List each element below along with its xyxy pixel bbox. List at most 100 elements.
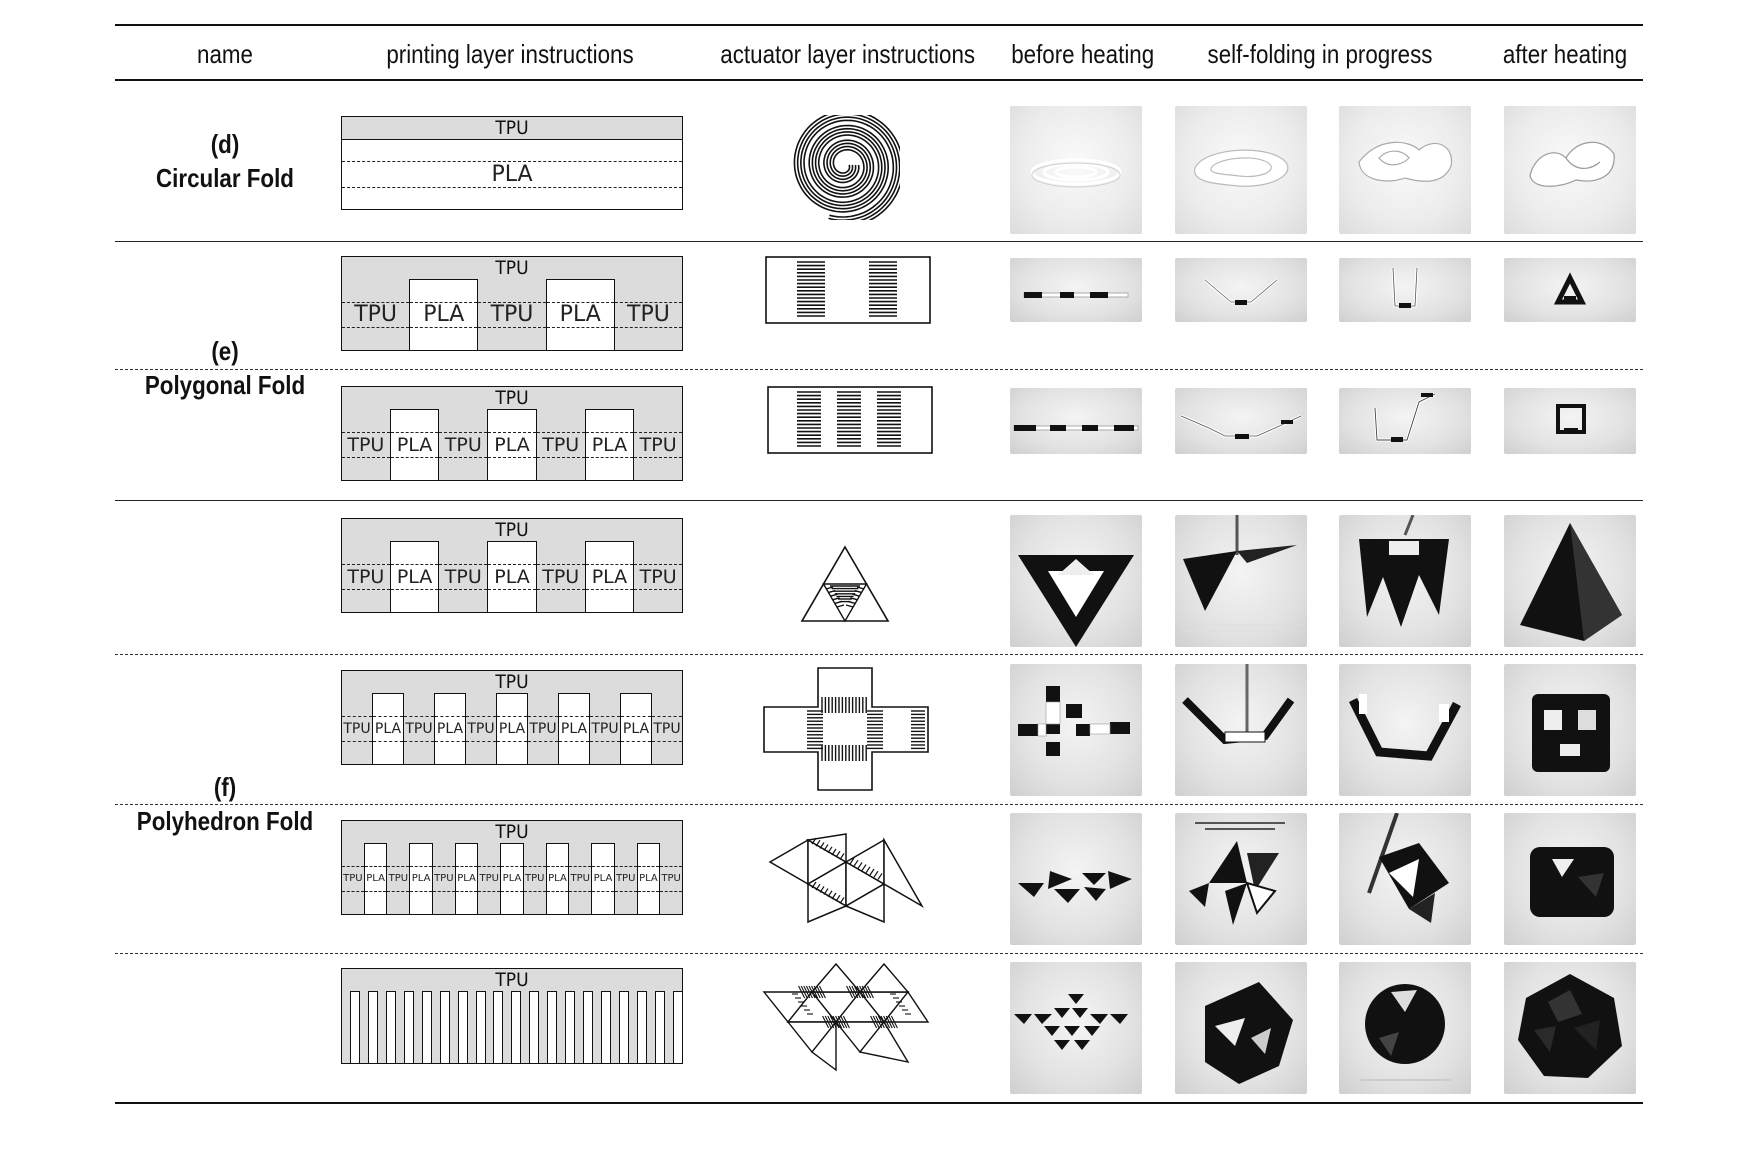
layer-cell-pla: PLA [501,843,524,914]
header-before: before heating [1011,39,1155,69]
layer-cell-narrow [548,991,558,1063]
layer-cell-tpu: TPU [634,541,683,612]
layer-cell-narrow [664,991,674,1063]
photo-circular-progress-1 [1175,106,1307,234]
row-d-label: (d) [210,129,240,159]
printing-diagram-cube: TPU TPU PLA TPU PLA TPU PLA TPU PLA TPU PLA TPU [341,670,683,765]
layer-cell-narrow [620,991,629,1063]
layer-cell-tpu: TPU [432,843,456,914]
printing-diagram-tetrahedron: TPU TPU PLA TPU PLA TPU PLA TPU [341,518,683,613]
layer-cell-narrow [441,991,450,1063]
layer-label-tpu: TPU [342,387,682,410]
row-d-title: Circular Fold [156,163,294,193]
photo-tetrahedron-after [1504,515,1636,647]
cells-f-a: TPU PLA TPU PLA TPU PLA TPU [342,541,683,612]
row-f-label: (f) [213,772,237,802]
row-f-divider-1 [115,654,1643,655]
photo-circular-before [1010,106,1142,234]
layer-cell-pla: PLA [410,843,433,914]
layer-cell-narrow [459,991,468,1063]
row-d-bottom-rule [115,241,1643,242]
layer-cell-tpu: TPU [523,843,547,914]
row-e-bottom-rule [115,500,1643,501]
layer-cell-narrow [351,991,360,1063]
layer-cell-tpu: TPU [342,409,391,480]
layer-label-tpu: TPU [342,821,682,844]
printing-diagram-polygonal-2: TPU TPU PLA TPU PLA TPU PLA TPU [341,386,683,481]
layer-cell-narrow [629,991,638,1063]
photo-polygonal-1-progress-1 [1175,258,1307,322]
header-progress: self-folding in progress [1207,39,1433,69]
spiral-actuator-icon [793,115,900,220]
photo-octahedron-progress-1 [1175,813,1307,945]
row-f-name: (f) Polyhedron Fold [135,770,316,838]
header-bottom-rule [115,79,1643,81]
layer-cell-narrow [584,991,594,1063]
layer-cell-tpu: TPU [614,279,683,350]
printing-diagram-circular: TPU PLA [341,116,683,210]
layer-cell-pla: PLA [390,541,440,612]
layer-cell-pla: PLA [585,541,635,612]
layer-cell-narrow [521,991,531,1063]
layer-cell-narrow [611,991,621,1063]
layer-cell-tpu: TPU [536,541,586,612]
row-d-name: (d) Circular Fold [135,127,316,195]
row-f-divider-2 [115,804,1643,805]
layer-cell-tpu: TPU [478,843,502,914]
layer-cell-tpu: TPU [590,693,621,764]
layer-cell-narrow [494,991,504,1063]
layer-cell-tpu: TPU [342,693,373,764]
layer-cell-narrow [557,991,567,1063]
layer-cell-narrow [674,991,682,1063]
photo-icosahedron-progress-1 [1175,962,1307,1094]
header-printing: printing layer instructions [386,39,634,69]
layer-cell-narrow [395,991,405,1063]
photo-icosahedron-after [1504,962,1636,1094]
layer-cell-narrow [485,991,495,1063]
layer-cell-narrow [342,991,351,1063]
layer-cell-narrow [423,991,432,1063]
layer-cell-pla: PLA [546,843,570,914]
layer-label-tpu: TPU [342,969,682,992]
layer-label-tpu: TPU [342,257,682,280]
layer-cell-narrow [477,991,486,1063]
layer-cell-tpu: TPU [466,693,497,764]
layer-cell-pla: PLA [390,409,440,480]
layer-cell-narrow [530,991,540,1063]
row-e-name: (e) Polygonal Fold [135,334,316,402]
layer-cell-narrow [593,991,603,1063]
photo-polygonal-1-before [1010,258,1142,322]
photo-octahedron-progress-2 [1339,813,1471,945]
layer-cell-pla: PLA [559,693,590,764]
layer-label-tpu: TPU [342,671,682,694]
cells-f-b: TPU PLA TPU PLA TPU PLA TPU PLA TPU PLA TPU [342,693,682,764]
photo-polygonal-2-progress-2 [1339,388,1471,454]
table-bottom-rule [115,1102,1643,1104]
layer-cell-narrow [467,991,477,1063]
header-after: after heating [1502,39,1628,69]
layer-cell-pla: PLA [373,693,404,764]
layer-cell-pla: PLA [364,843,388,914]
layer-cell-narrow [503,991,513,1063]
layer-cell-narrow [512,991,522,1063]
layer-label-tpu: TPU [342,117,682,140]
layer-cell-pla: PLA [410,279,479,350]
strip-actuator-icon [765,256,931,324]
layer-cell-pla: PLA [621,693,652,764]
layer-cell-narrow [405,991,414,1063]
layer-cell-narrow [539,991,549,1063]
octahedron-net-icon [768,833,924,924]
layer-cell-pla: PLA [592,843,615,914]
layer-cell-narrow [656,991,665,1063]
photo-circular-progress-2 [1339,106,1471,234]
cells-e-a: TPU PLA TPU PLA TPU [342,279,683,350]
layer-cell-narrow [369,991,378,1063]
photo-octahedron-before [1010,813,1142,945]
layer-cell-pla: PLA [497,693,528,764]
layer-cell-pla: PLA [637,843,661,914]
layer-cell-tpu: TPU [652,693,682,764]
strip-actuator-icon [767,386,933,454]
triangle-net-icon [800,545,890,623]
row-e-title: Polygonal Fold [144,370,306,400]
printing-diagram-octahedron: TPU TPU PLA TPU PLA TPU PLA TPU PLA TPU PLA TPU PLA… [341,820,683,915]
